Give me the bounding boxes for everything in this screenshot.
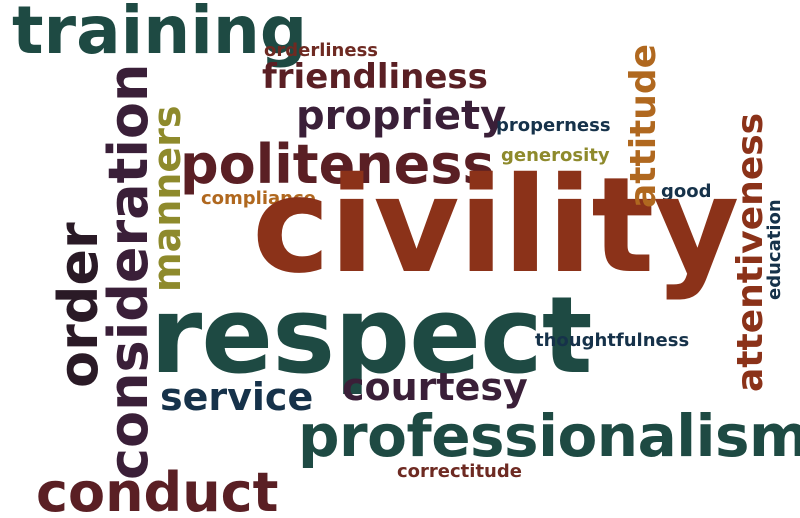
word-education: education [764,199,785,300]
word-compliance: compliance [201,188,316,209]
word-friendliness: friendliness [262,57,488,97]
word-professionalism: professionalism [298,402,800,470]
word-orderliness: orderliness [264,40,379,61]
word-generosity: generosity [501,145,610,166]
word-service: service [160,375,314,419]
word-attitude: attitude [623,43,664,208]
word-order: order [47,222,110,388]
word-correctitude: correctitude [397,461,522,482]
word-civility: civility [252,149,739,303]
word-training: training [12,0,308,69]
word-conduct: conduct [36,461,279,518]
word-politeness: politeness [180,133,495,196]
word-thoughtfulness: thoughtfulness [535,330,690,351]
word-consideration: consideration [97,63,160,480]
word-good: good [661,181,712,202]
word-respect: respect [150,274,593,397]
word-properness: properness [496,115,611,136]
word-propriety: propriety [296,93,507,139]
word-courtesy: courtesy [342,365,528,409]
